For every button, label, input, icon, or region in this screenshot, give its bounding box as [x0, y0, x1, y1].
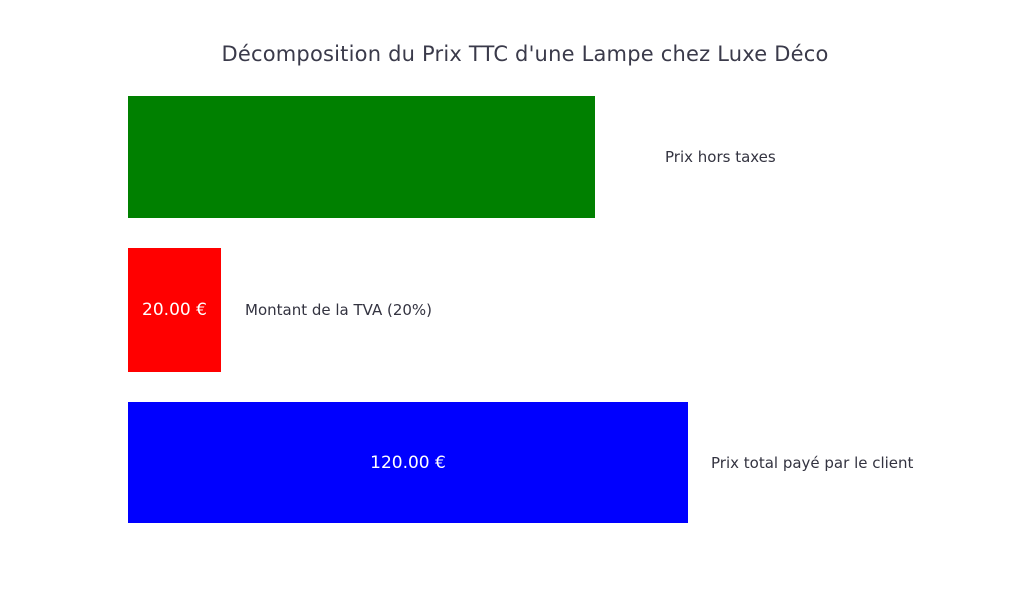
chart-title: Décomposition du Prix TTC d'une Lampe ch…: [221, 42, 829, 66]
bar-prix-total: 120.00 €: [128, 402, 688, 523]
bar-prix-hors-taxes: [128, 96, 595, 218]
bar-row-tva: 20.00 € Montant de la TVA (20%): [128, 248, 988, 372]
category-label-prix-hors-taxes: Prix hors taxes: [665, 148, 776, 166]
plot-area: Prix hors taxes 20.00 € Montant de la TV…: [128, 96, 988, 556]
category-label-tva: Montant de la TVA (20%): [245, 301, 433, 319]
bar-value-label: 120.00 €: [370, 452, 446, 473]
bar-row-prix-total: 120.00 € Prix total payé par le client: [128, 402, 988, 523]
category-label-prix-total: Prix total payé par le client: [711, 453, 914, 472]
bar-tva: 20.00 €: [128, 248, 221, 372]
bar-row-prix-hors-taxes: Prix hors taxes: [128, 96, 988, 218]
bar-value-label: 20.00 €: [142, 300, 207, 320]
